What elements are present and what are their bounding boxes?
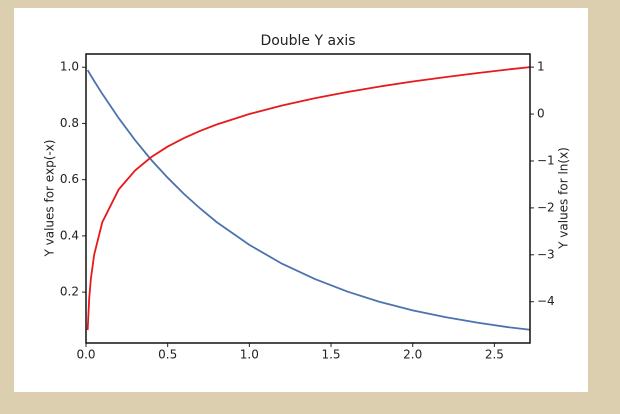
y-tick-label: 1.0: [60, 60, 79, 74]
series-line: [86, 69, 531, 331]
y2-tick-label: 0: [537, 107, 545, 121]
y2-tick-label: −2: [537, 200, 555, 214]
y-tick-label: 0.4: [60, 228, 79, 242]
x-tick-label: 2.5: [485, 348, 504, 362]
chart-title: Double Y axis: [260, 33, 355, 49]
y2-tick-label: −3: [537, 247, 555, 261]
x-tick-label: 0.0: [76, 348, 95, 362]
plot-frame: [85, 53, 531, 344]
y2-tick-label: −4: [537, 294, 555, 308]
x-tick-label: 0.5: [158, 348, 177, 362]
x-tick-label: 1.5: [321, 348, 340, 362]
y2-axis-label: Y values for ln(x): [557, 147, 571, 250]
y2-tick-label: 1: [537, 60, 545, 74]
y-axis-label: Y values for exp(-x): [43, 140, 57, 258]
y-tick-label: 0.6: [60, 172, 79, 186]
x-tick-label: 1.0: [240, 348, 259, 362]
y2-tick-label: −1: [537, 153, 555, 167]
y-tick-label: 0.2: [60, 285, 79, 299]
series-line: [86, 66, 531, 331]
panel: [14, 8, 588, 392]
y-tick-label: 0.8: [60, 116, 79, 130]
x-tick-label: 2.0: [403, 348, 422, 362]
